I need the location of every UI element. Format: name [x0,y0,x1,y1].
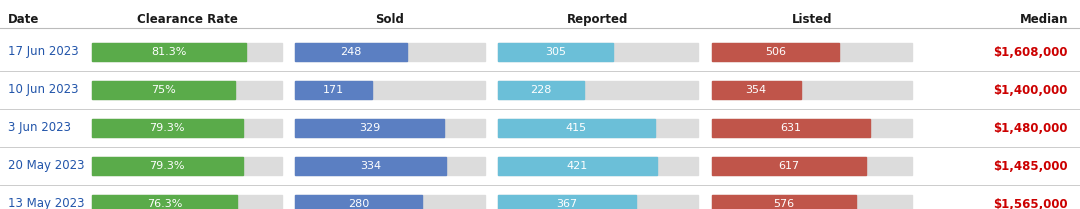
Text: 248: 248 [340,47,362,57]
Bar [712,81,912,99]
Bar [712,157,866,175]
Bar [295,157,446,175]
Text: 421: 421 [567,161,588,171]
Text: 506: 506 [765,47,786,57]
Bar [295,81,373,99]
Text: $1,608,000: $1,608,000 [994,46,1068,59]
Bar [92,195,237,209]
Text: $1,485,000: $1,485,000 [994,159,1068,172]
Text: 329: 329 [359,123,380,133]
Bar [712,195,912,209]
Bar [712,81,800,99]
Bar [92,43,246,61]
Bar [295,43,485,61]
Text: Listed: Listed [792,13,833,26]
Text: 631: 631 [781,123,801,133]
Text: 415: 415 [566,123,586,133]
Text: 81.3%: 81.3% [151,47,187,57]
Bar [712,195,856,209]
Bar [92,43,282,61]
Bar [92,157,282,175]
Bar [92,81,234,99]
Text: 367: 367 [556,199,578,209]
Bar [498,81,584,99]
Text: 171: 171 [323,85,345,95]
Bar [498,119,654,137]
Text: 354: 354 [745,85,767,95]
Text: 617: 617 [779,161,799,171]
Text: 280: 280 [348,199,369,209]
Text: 228: 228 [530,85,552,95]
Text: 75%: 75% [151,85,176,95]
Bar [712,119,869,137]
Bar [295,195,485,209]
Text: 334: 334 [360,161,381,171]
Text: $1,565,000: $1,565,000 [994,198,1068,209]
Bar [295,119,485,137]
Bar [498,43,613,61]
Bar [498,195,636,209]
Text: 76.3%: 76.3% [147,199,183,209]
Text: 3 Jun 2023: 3 Jun 2023 [8,121,71,135]
Bar [92,119,243,137]
Text: Median: Median [1020,13,1068,26]
Text: 79.3%: 79.3% [150,123,185,133]
Text: 10 Jun 2023: 10 Jun 2023 [8,84,79,97]
Bar [498,81,698,99]
Text: $1,400,000: $1,400,000 [994,84,1068,97]
Bar [712,119,912,137]
Bar [498,43,698,61]
Bar [92,195,282,209]
Bar [498,195,698,209]
Bar [295,195,421,209]
Bar [92,157,243,175]
Text: Date: Date [8,13,39,26]
Text: 305: 305 [545,47,566,57]
Bar [498,157,657,175]
Text: 576: 576 [773,199,795,209]
Text: 79.3%: 79.3% [150,161,185,171]
Text: Sold: Sold [376,13,404,26]
Bar [295,119,444,137]
Bar [712,43,912,61]
Text: 17 Jun 2023: 17 Jun 2023 [8,46,79,59]
Bar [712,157,912,175]
Bar [92,119,282,137]
Bar [295,43,407,61]
Bar [295,157,485,175]
Bar [92,81,282,99]
Text: 20 May 2023: 20 May 2023 [8,159,84,172]
Bar [498,157,698,175]
Bar [712,43,838,61]
Text: Clearance Rate: Clearance Rate [136,13,238,26]
Bar [498,119,698,137]
Bar [295,81,485,99]
Text: Reported: Reported [567,13,629,26]
Text: $1,480,000: $1,480,000 [994,121,1068,135]
Text: 13 May 2023: 13 May 2023 [8,198,84,209]
